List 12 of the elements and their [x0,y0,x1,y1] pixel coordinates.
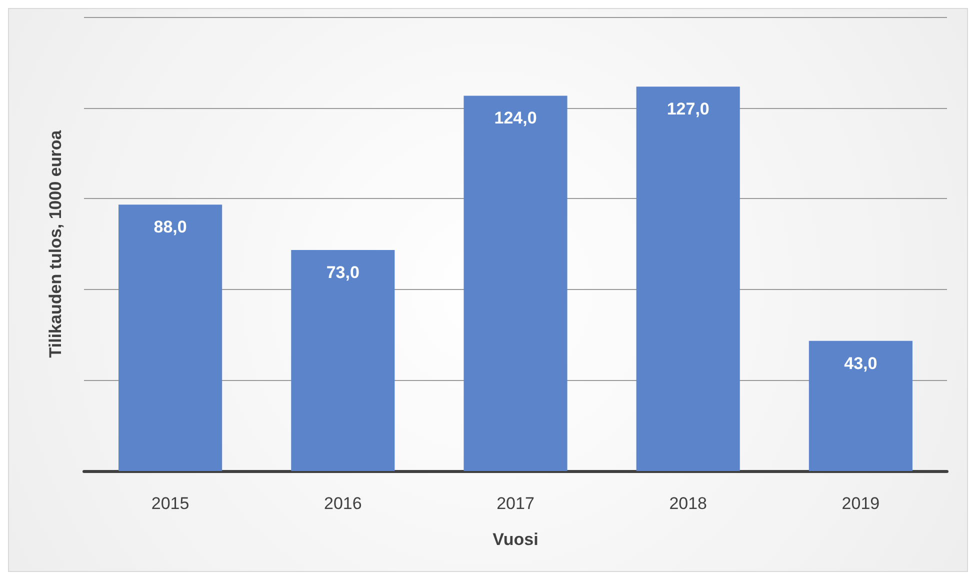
x-tick-label: 2016 [324,494,362,513]
data-label: 73,0 [326,263,360,282]
data-label: 127,0 [666,100,710,119]
x-tick-label: 2017 [496,494,534,513]
x-tick-label: 2018 [669,494,708,513]
data-label: 43,0 [844,354,878,373]
x-tick-label: 2015 [151,494,190,513]
data-label: 88,0 [154,218,187,237]
x-axis-title: Vuosi [492,530,538,549]
x-tick-label: 2019 [842,494,880,513]
y-axis-title: Tilikauden tulos, 1000 euroa [46,130,65,358]
data-label: 124,0 [494,108,537,128]
